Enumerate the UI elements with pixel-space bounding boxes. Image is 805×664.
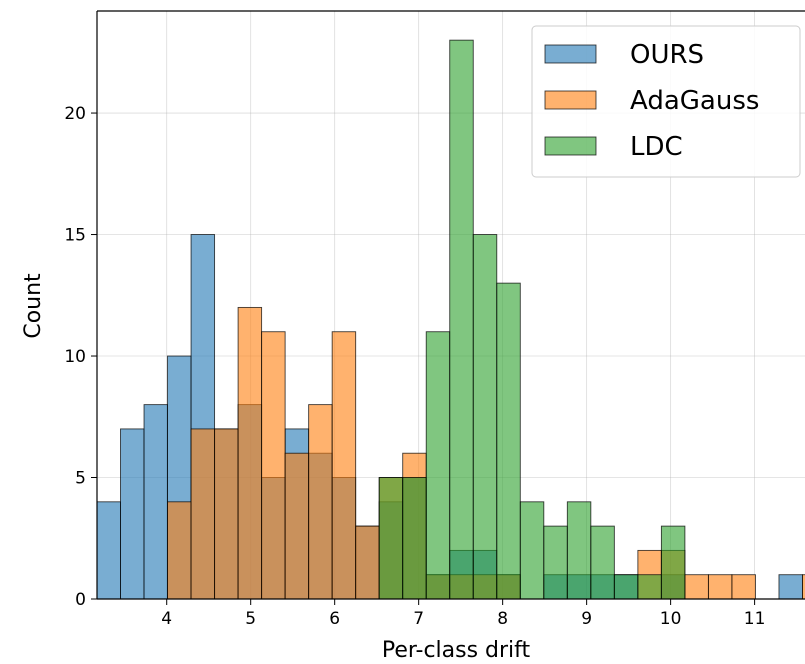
x-tick-label: 10 [660,609,682,629]
legend-label-ldc: LDC [630,132,683,162]
bar-ours [120,428,145,600]
legend-swatch-ldc [544,136,597,156]
bar-adagauss [261,331,286,600]
x-axis-label: Per-class drift [382,638,531,663]
bar-ldc [613,574,639,600]
bar-ldc [472,234,498,600]
axes: 4 5 6 7 8 9 10 11 0 5 10 15 20 [64,10,805,629]
x-tick-label: 9 [581,609,592,629]
bar-ldc [590,525,615,600]
y-tick-label: 5 [75,469,86,489]
legend-label-ours: OURS [630,40,704,70]
bar-adagauss [284,452,310,600]
bar-ldc [402,477,427,600]
bar-adagauss [731,574,756,600]
y-tick-label: 0 [75,590,86,610]
y-tick-label: 15 [64,226,86,246]
bar-adagauss [167,501,192,600]
y-tick-label: 20 [64,104,86,124]
legend-swatch-ours [544,44,597,64]
legend-swatch-adagauss [544,90,597,110]
x-tick-label: 11 [744,609,766,629]
y-tick-label: 10 [64,347,86,367]
bar-ours [96,501,121,600]
x-tick-label: 8 [497,609,508,629]
bars [96,39,805,600]
bar-ldc [496,282,521,600]
bar-adagauss [355,525,380,600]
bar-ldc [378,477,404,600]
bar-adagauss [308,404,333,600]
bar-ours [778,574,803,600]
bar-adagauss [684,574,709,600]
x-tick-label: 4 [161,609,172,629]
bar-adagauss [707,574,733,600]
bar-ldc [543,525,568,600]
bar-ldc [425,331,451,600]
bar-ldc [449,39,474,600]
x-tick-label: 7 [413,609,424,629]
bar-adagauss [331,331,357,600]
legend-label-adagauss: AdaGauss [630,86,759,116]
y-axis-label: Count [21,273,46,339]
bar-adagauss [214,428,239,600]
bar-ours [143,404,168,600]
bar-adagauss [190,428,216,600]
bar-adagauss [802,574,805,600]
bar-ldc [566,501,592,600]
bar-ldc [519,501,545,600]
legend: OURS AdaGauss LDC [531,25,801,178]
legend-box [531,25,801,178]
bar-ldc [660,525,686,600]
bar-ldc [637,574,662,600]
bar-adagauss [237,306,263,600]
x-tick-label: 6 [329,609,340,629]
x-tick-label: 5 [245,609,256,629]
